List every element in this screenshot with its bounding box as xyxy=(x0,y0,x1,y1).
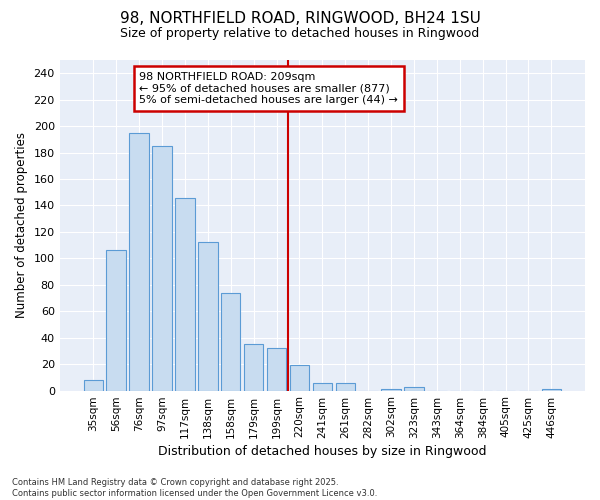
Bar xyxy=(404,386,424,390)
Text: Size of property relative to detached houses in Ringwood: Size of property relative to detached ho… xyxy=(121,28,479,40)
Bar xyxy=(313,382,332,390)
Bar xyxy=(130,132,149,390)
Bar xyxy=(175,198,194,390)
Bar xyxy=(382,389,401,390)
Bar xyxy=(244,344,263,391)
Text: 98 NORTHFIELD ROAD: 209sqm
← 95% of detached houses are smaller (877)
5% of semi: 98 NORTHFIELD ROAD: 209sqm ← 95% of deta… xyxy=(139,72,398,105)
Bar xyxy=(152,146,172,390)
X-axis label: Distribution of detached houses by size in Ringwood: Distribution of detached houses by size … xyxy=(158,444,487,458)
Bar xyxy=(221,292,241,390)
Bar xyxy=(198,242,218,390)
Bar xyxy=(335,382,355,390)
Y-axis label: Number of detached properties: Number of detached properties xyxy=(15,132,28,318)
Bar xyxy=(106,250,126,390)
Bar xyxy=(267,348,286,391)
Text: 98, NORTHFIELD ROAD, RINGWOOD, BH24 1SU: 98, NORTHFIELD ROAD, RINGWOOD, BH24 1SU xyxy=(119,11,481,26)
Bar xyxy=(83,380,103,390)
Bar xyxy=(290,366,309,390)
Bar xyxy=(542,389,561,390)
Text: Contains HM Land Registry data © Crown copyright and database right 2025.
Contai: Contains HM Land Registry data © Crown c… xyxy=(12,478,377,498)
